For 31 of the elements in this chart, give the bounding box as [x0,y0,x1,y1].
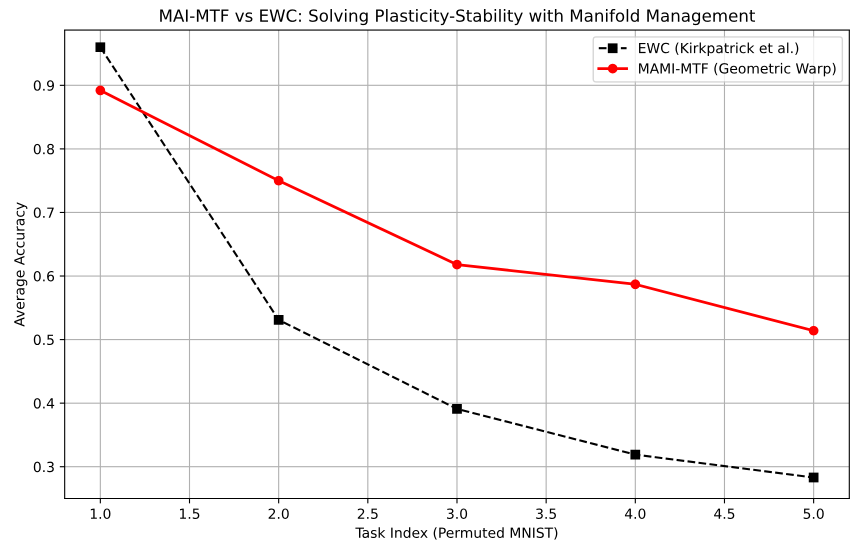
y-tick-label: 0.7 [34,207,54,218]
x-tick-label: 3.0 [447,508,468,519]
point [452,404,462,414]
point [95,42,106,52]
x-axis-title: Task Index (Permuted MNIST) [355,527,558,540]
point [452,260,462,270]
point [808,326,818,336]
legend-label: MAMI-MTF (Geometric Warp) [639,62,836,76]
x-tick-label: 4.0 [624,508,646,519]
x-tick-label: 5.0 [804,508,824,519]
y-tick-label: 0.9 [34,80,54,91]
point [630,279,640,290]
y-tick-label: 0.5 [34,334,54,346]
point [274,315,284,325]
point [630,450,640,460]
point [808,472,818,482]
point [274,176,284,186]
x-tick-label: 1.0 [90,508,110,519]
x-tick-label: 2.5 [358,508,378,519]
point [95,86,106,96]
y-tick-label: 0.6 [34,270,54,282]
legend-label: EWC (Kirkpatrick et al.) [639,42,798,56]
x-tick-label: 4.5 [714,508,734,519]
x-tick-label: 2.0 [268,508,289,519]
x-tick-label: 1.5 [180,508,200,519]
y-tick-label: 0.4 [34,398,54,409]
y-tick-label: 0.3 [34,462,54,472]
chart-title: MAI-MTF vs EWC: Solving Plasticity-Stability with Manifold Management [160,9,756,26]
y-tick-label: 0.8 [34,144,54,154]
y-axis-title: Average Accuracy [14,202,28,327]
x-tick-label: 3.5 [536,508,556,519]
